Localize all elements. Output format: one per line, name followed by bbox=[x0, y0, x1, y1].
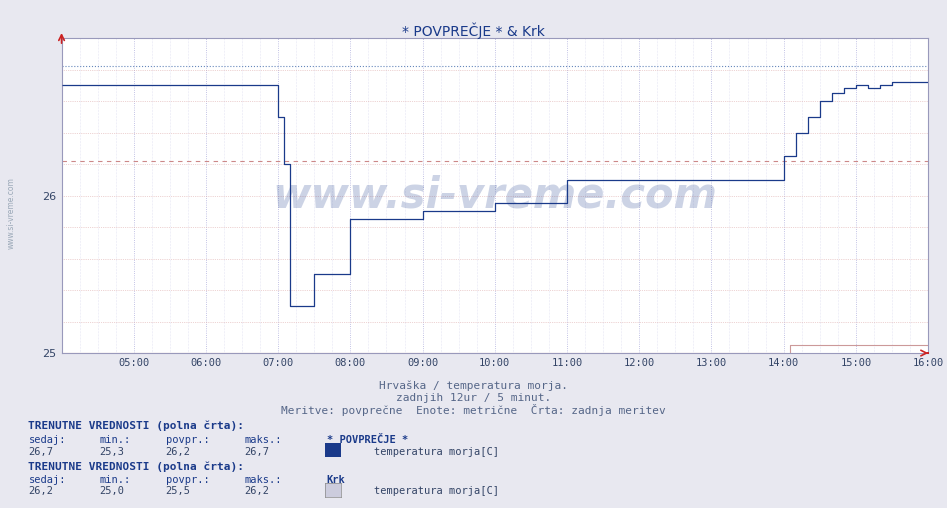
Text: temperatura morja[C]: temperatura morja[C] bbox=[374, 447, 499, 457]
Text: 25,0: 25,0 bbox=[99, 486, 124, 496]
Text: 25,5: 25,5 bbox=[166, 486, 190, 496]
Text: maks.:: maks.: bbox=[244, 474, 282, 485]
Text: * POVPREČJE *: * POVPREČJE * bbox=[327, 435, 408, 445]
Text: www.si-vreme.com: www.si-vreme.com bbox=[7, 177, 16, 249]
Text: TRENUTNE VREDNOSTI (polna črta):: TRENUTNE VREDNOSTI (polna črta): bbox=[28, 421, 244, 431]
Text: 26,2: 26,2 bbox=[244, 486, 269, 496]
Text: sedaj:: sedaj: bbox=[28, 474, 66, 485]
Text: TRENUTNE VREDNOSTI (polna črta):: TRENUTNE VREDNOSTI (polna črta): bbox=[28, 461, 244, 472]
Text: 26,7: 26,7 bbox=[28, 447, 53, 457]
Text: min.:: min.: bbox=[99, 435, 131, 445]
Text: 26,7: 26,7 bbox=[244, 447, 269, 457]
Text: Hrvaška / temperatura morja.: Hrvaška / temperatura morja. bbox=[379, 380, 568, 391]
Text: Meritve: povprečne  Enote: metrične  Črta: zadnja meritev: Meritve: povprečne Enote: metrične Črta:… bbox=[281, 404, 666, 416]
Text: * POVPREČJE * & Krk: * POVPREČJE * & Krk bbox=[402, 23, 545, 39]
Text: povpr.:: povpr.: bbox=[166, 435, 209, 445]
Text: 26,2: 26,2 bbox=[166, 447, 190, 457]
Text: www.si-vreme.com: www.si-vreme.com bbox=[273, 175, 717, 216]
Text: min.:: min.: bbox=[99, 474, 131, 485]
Text: zadnjih 12ur / 5 minut.: zadnjih 12ur / 5 minut. bbox=[396, 393, 551, 403]
Text: maks.:: maks.: bbox=[244, 435, 282, 445]
Text: sedaj:: sedaj: bbox=[28, 435, 66, 445]
Text: povpr.:: povpr.: bbox=[166, 474, 209, 485]
Text: 26,2: 26,2 bbox=[28, 486, 53, 496]
Text: 25,3: 25,3 bbox=[99, 447, 124, 457]
Text: Krk: Krk bbox=[327, 474, 346, 485]
Text: temperatura morja[C]: temperatura morja[C] bbox=[374, 486, 499, 496]
